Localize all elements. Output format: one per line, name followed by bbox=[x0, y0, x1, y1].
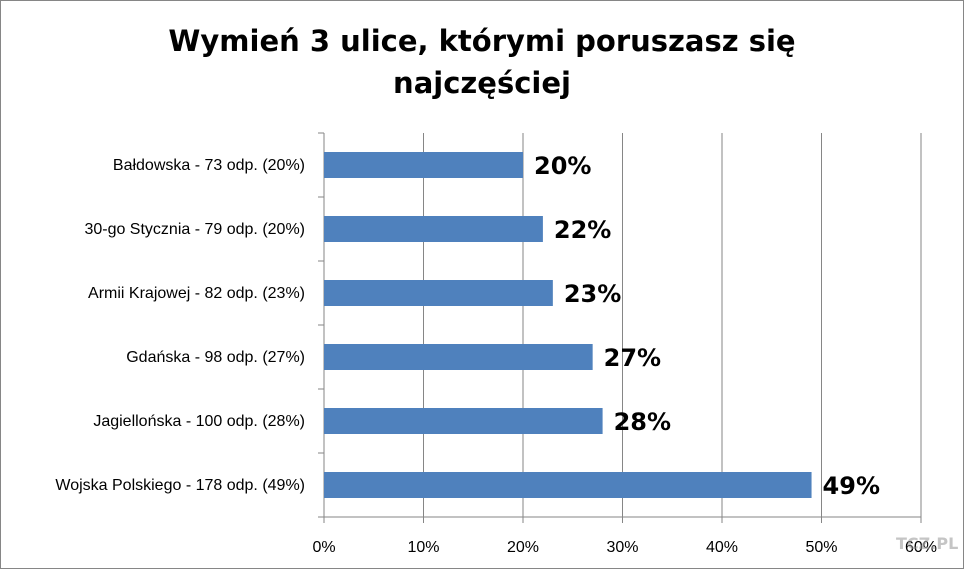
category-label: Jagiellońska - 100 odp. (28%) bbox=[93, 413, 305, 430]
data-label: 49% bbox=[823, 472, 880, 500]
watermark-logo: TCZ.PL bbox=[896, 534, 959, 553]
x-tick-label: 20% bbox=[507, 539, 539, 556]
x-tick-label: 60% bbox=[905, 539, 937, 556]
x-tick-label: 40% bbox=[706, 539, 738, 556]
data-label: 27% bbox=[604, 344, 661, 372]
x-tick-label: 30% bbox=[606, 539, 638, 556]
x-tick-label: 10% bbox=[407, 539, 439, 556]
bar bbox=[324, 216, 543, 242]
chart-title-line-1: Wymień 3 ulice, którymi poruszasz się bbox=[168, 24, 796, 58]
x-tick-label: 50% bbox=[805, 539, 837, 556]
category-label: Bałdowska - 73 odp. (20%) bbox=[113, 157, 305, 174]
chart-title: Wymień 3 ulice, którymi poruszasz się na… bbox=[0, 20, 964, 104]
bar bbox=[324, 408, 603, 434]
data-label: 20% bbox=[534, 152, 591, 180]
bar bbox=[324, 280, 553, 306]
bar bbox=[324, 344, 593, 370]
data-label: 22% bbox=[554, 216, 611, 244]
data-label: 23% bbox=[564, 280, 621, 308]
chart-title-line-2: najczęściej bbox=[393, 66, 571, 100]
category-label: 30-go Stycznia - 79 odp. (20%) bbox=[84, 221, 305, 238]
category-label: Wojska Polskiego - 178 odp. (49%) bbox=[55, 477, 305, 494]
x-tick-label: 0% bbox=[312, 539, 335, 556]
data-label: 28% bbox=[614, 408, 671, 436]
category-label: Armii Krajowej - 82 odp. (23%) bbox=[88, 285, 305, 302]
bar bbox=[324, 472, 812, 498]
bar bbox=[324, 152, 523, 178]
category-label: Gdańska - 98 odp. (27%) bbox=[126, 349, 305, 366]
